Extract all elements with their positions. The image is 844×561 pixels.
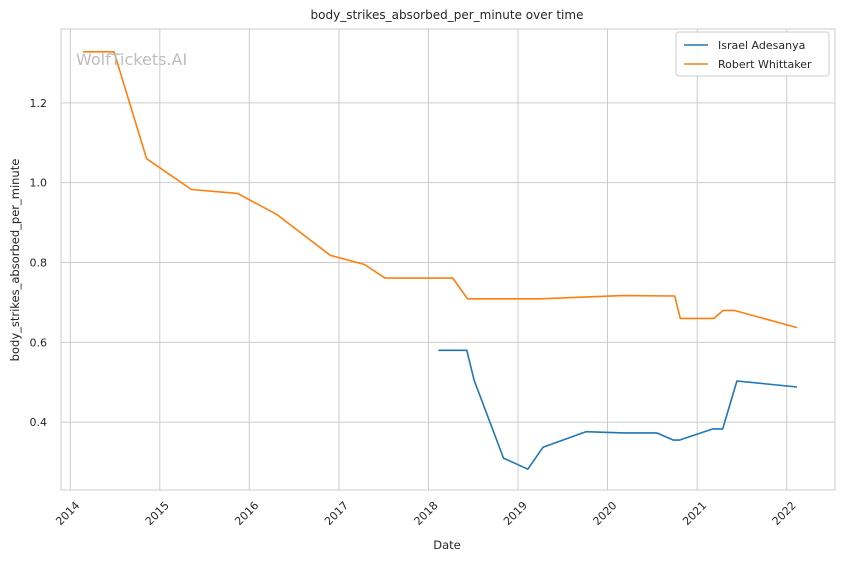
y-tick-labels: 0.4 0.6 0.8 1.0 1.2	[30, 97, 48, 429]
chart-title: body_strikes_absorbed_per_minute over ti…	[311, 8, 584, 22]
y-tick-label: 1.2	[30, 97, 48, 110]
legend: Israel Adesanya Robert Whittaker	[675, 31, 830, 77]
series-line-robert-whittaker	[83, 50, 798, 329]
y-axis-title: body_strikes_absorbed_per_minute	[8, 159, 22, 362]
y-gridlines	[61, 102, 835, 423]
x-gridlines	[69, 29, 788, 490]
y-tick-label: 0.6	[30, 336, 48, 349]
series-line-israel-adesanya	[438, 349, 798, 471]
plot-area	[60, 28, 836, 491]
watermark: WolfTickets.AI	[76, 50, 187, 69]
y-tick-label: 0.8	[30, 256, 48, 269]
legend-label-israel-adesanya: Israel Adesanya	[718, 39, 805, 52]
legend-box	[675, 31, 830, 77]
series-lines	[83, 50, 798, 471]
y-tick-label: 0.4	[30, 416, 48, 429]
y-tick-label: 1.0	[30, 177, 48, 190]
legend-label-robert-whittaker: Robert Whittaker	[718, 58, 812, 71]
x-axis-title: Date	[433, 538, 461, 552]
